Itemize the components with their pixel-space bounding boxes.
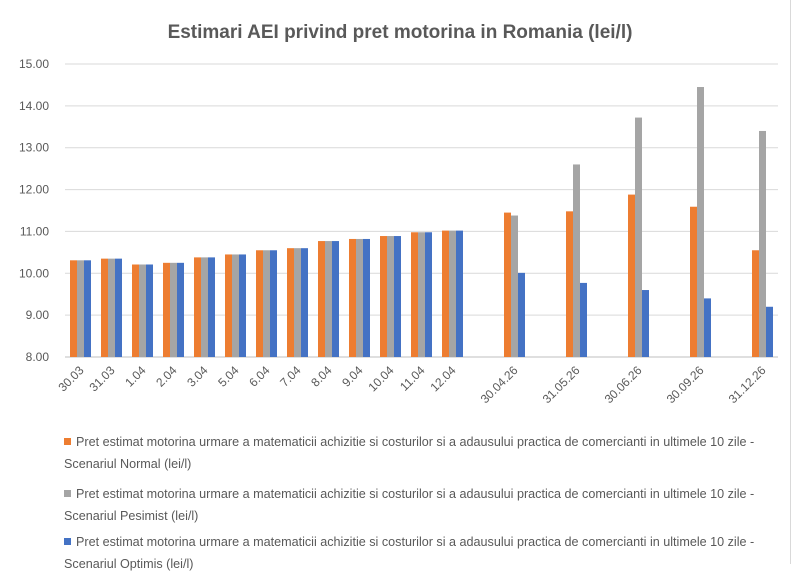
bar	[380, 236, 387, 357]
bar	[697, 87, 704, 358]
legend-label: Pret estimat motorina urmare a matematic…	[64, 435, 755, 471]
x-tick-label: 8.04	[308, 363, 335, 390]
legend-item-normal: Pret estimat motorina urmare a matematic…	[64, 431, 764, 475]
chart-title: Estimari AEI privind pret motorina in Ro…	[168, 22, 633, 43]
legend-item-pesimist: Pret estimat motorina urmare a matematic…	[64, 483, 764, 527]
bar	[163, 262, 170, 357]
legend-swatch	[64, 438, 71, 445]
bar	[394, 236, 401, 357]
bar	[518, 272, 525, 357]
y-tick-label: 11.00	[20, 224, 49, 238]
x-tick-label: 30.04.26	[478, 363, 521, 406]
bar	[573, 164, 580, 357]
bar	[642, 290, 649, 357]
x-tick-label: 3.04	[184, 363, 211, 390]
bar	[566, 211, 573, 357]
bar	[356, 238, 363, 357]
bar	[177, 262, 184, 357]
legend-label: Pret estimat motorina urmare a matematic…	[64, 487, 755, 523]
bar	[201, 257, 208, 357]
bar	[115, 258, 122, 357]
bar	[411, 232, 418, 357]
bar	[263, 250, 270, 357]
x-tick-label: 2.04	[153, 363, 180, 390]
bar	[70, 260, 77, 357]
bar	[239, 254, 246, 357]
bar	[132, 264, 139, 357]
x-tick-label: 11.04	[397, 363, 428, 394]
bar	[504, 212, 511, 357]
bars	[70, 87, 773, 358]
bar	[208, 257, 215, 357]
bar	[108, 258, 115, 357]
bar	[580, 282, 587, 357]
y-tick-label: 15.00	[19, 57, 49, 71]
bar	[704, 298, 711, 357]
bar	[349, 238, 356, 357]
y-tick-label: 8.00	[26, 350, 50, 364]
bar	[101, 258, 108, 357]
chart-border	[790, 0, 791, 564]
legend-swatch	[64, 538, 71, 545]
y-axis-ticks: 8.00 9.00 10.00 11.00 12.00 13.00 14.00 15.00	[19, 57, 49, 364]
x-tick-label: 9.04	[339, 363, 366, 390]
bar	[170, 262, 177, 357]
y-tick-label: 12.00	[19, 183, 49, 197]
bar	[84, 260, 91, 357]
legend-swatch	[64, 490, 71, 497]
y-tick-label: 14.00	[19, 99, 49, 113]
x-tick-label: 6.04	[246, 363, 273, 390]
bar	[139, 264, 146, 357]
bar	[456, 230, 463, 357]
bar	[294, 248, 301, 357]
bar	[325, 241, 332, 357]
x-tick-label: 5.04	[215, 363, 242, 390]
bar	[363, 238, 370, 357]
legend-label: Pret estimat motorina urmare a matematic…	[64, 535, 755, 571]
bar	[635, 117, 642, 357]
bar	[418, 232, 425, 357]
x-axis-ticks: 30.03 31.03 1.04 2.04 3.04 5.04 6.04 7.04 8.04 9.…	[55, 363, 768, 406]
bar	[77, 260, 84, 357]
x-tick-label: 31.12.26	[726, 363, 769, 406]
bar	[146, 264, 153, 357]
bar	[442, 230, 449, 357]
x-tick-label: 30.09.26	[664, 363, 707, 406]
bar	[449, 230, 456, 357]
bar	[766, 306, 773, 357]
x-tick-label: 1.04	[122, 363, 149, 390]
y-tick-label: 10.00	[19, 266, 49, 280]
x-tick-label: 7.04	[277, 363, 304, 390]
bar	[628, 194, 635, 357]
bar	[301, 248, 308, 357]
bar	[225, 254, 232, 357]
bar	[194, 257, 201, 357]
bar	[256, 250, 263, 357]
bar	[752, 250, 759, 357]
x-tick-label: 31.03	[86, 363, 117, 394]
x-tick-label: 10.04	[365, 363, 396, 394]
y-tick-label: 13.00	[19, 141, 49, 155]
legend-item-optimis: Pret estimat motorina urmare a matematic…	[64, 531, 764, 575]
y-tick-label: 9.00	[26, 308, 50, 322]
bar	[332, 241, 339, 357]
x-tick-label: 30.06.26	[602, 363, 645, 406]
x-tick-label: 30.03	[55, 363, 86, 394]
x-tick-label: 12.04	[427, 363, 458, 394]
bar	[690, 206, 697, 357]
x-tick-label: 31.05.26	[540, 363, 583, 406]
bar	[425, 232, 432, 357]
bar	[387, 236, 394, 357]
bar	[511, 215, 518, 357]
bar	[318, 241, 325, 357]
bar	[759, 130, 766, 357]
bar	[232, 254, 239, 357]
bar	[287, 248, 294, 357]
bar	[270, 250, 277, 357]
